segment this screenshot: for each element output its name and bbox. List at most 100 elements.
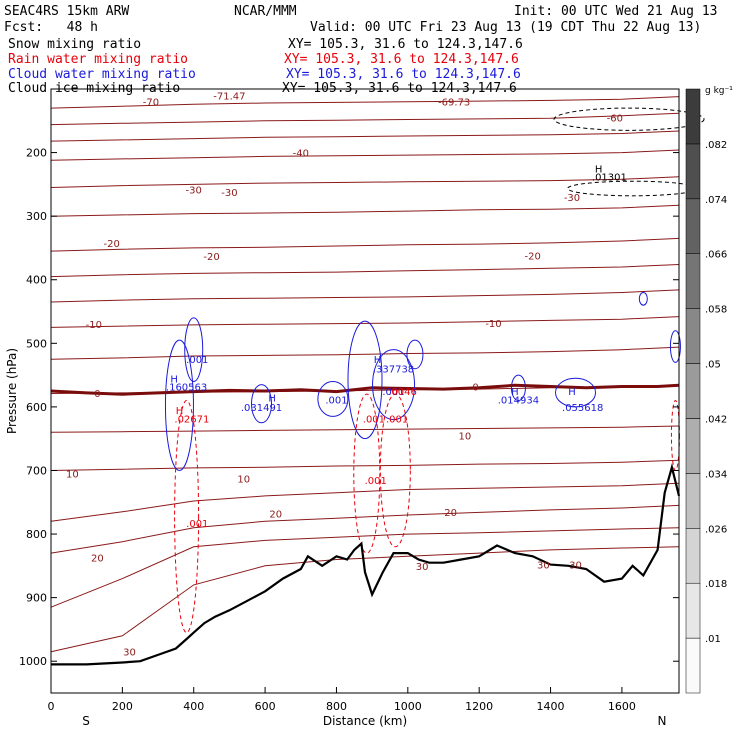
- isotherm-label: 20: [269, 510, 282, 521]
- x-axis-right-end: N: [658, 714, 667, 728]
- isotherm-label: -69.73: [438, 98, 470, 109]
- legend-cloud-water-xy: XY= 105.3, 31.6 to 124.3,147.6: [286, 67, 521, 82]
- cloud-water-label: .014934: [498, 395, 539, 406]
- isotherm-line: [50, 504, 680, 554]
- y-tick-label: 300: [26, 210, 47, 223]
- rain-water-label: .02671: [174, 414, 209, 425]
- colorbar-bin: [685, 143, 701, 200]
- isotherm-label: 0: [472, 383, 478, 394]
- colorbar-bin: [685, 637, 701, 694]
- isotherm-line: [50, 482, 680, 522]
- isotherm-label: 30: [416, 562, 429, 573]
- freezing-level-layer: [50, 383, 680, 396]
- x-tick-label: 1200: [465, 700, 493, 713]
- cloud-water-contour: [184, 317, 204, 382]
- valid-time: Valid: 00 UTC Fri 23 Aug 13 (19 CDT Thu …: [310, 20, 702, 35]
- cloud-ice-contour: [567, 180, 699, 197]
- model-name: SEAC4RS 15km ARW: [4, 4, 130, 19]
- y-tick-label: 800: [26, 528, 47, 541]
- isotherm-label: 30: [569, 561, 582, 572]
- isotherm-line: [50, 546, 680, 653]
- isotherm-label: 20: [444, 508, 457, 519]
- cloud-water-contour: [347, 320, 383, 440]
- isotherm-line: [50, 316, 680, 328]
- colorbar-unit: g kg⁻¹: [705, 86, 733, 96]
- y-tick-label: 500: [26, 337, 47, 350]
- isotherm-label: -20: [104, 239, 120, 250]
- isotherm-label: -71.47: [213, 91, 245, 102]
- rain-water-contour: [379, 393, 411, 548]
- isotherm-line: [50, 289, 680, 303]
- rain-water-label: .001: [365, 476, 387, 487]
- x-tick-label: 1000: [394, 700, 422, 713]
- cloud-water-label: H: [568, 387, 576, 398]
- isotherm-label: -30: [564, 193, 580, 204]
- isotherm-label: -40: [293, 149, 309, 160]
- isotherm-line: [50, 96, 680, 109]
- isotherm-label: -20: [203, 252, 219, 263]
- isotherm-label: -30: [186, 186, 202, 197]
- cloud-ice-label: H: [595, 165, 603, 176]
- x-tick-label: 800: [326, 700, 347, 713]
- rain-water-label: .001: [363, 414, 385, 425]
- colorbar-bin: [685, 198, 701, 254]
- x-tick-label: 400: [183, 700, 204, 713]
- isotherm-label: 20: [91, 554, 104, 565]
- cloud-water-label: .337738: [373, 365, 414, 376]
- cloud-water-label: .001: [186, 355, 208, 366]
- legend-snow-xy: XY= 105.3, 31.6 to 124.3,147.6: [288, 37, 523, 52]
- x-tick-label: 600: [255, 700, 276, 713]
- rain-water-contour: [174, 400, 200, 634]
- y-tick-label: 1000: [19, 655, 47, 668]
- isotherm-line: [50, 237, 680, 252]
- cloud-water-label: .031491: [241, 403, 282, 414]
- colorbar-tick-label: .074: [705, 195, 727, 206]
- isotherm-line: [50, 527, 680, 608]
- hydrometeor-contour-layer: [164, 107, 705, 634]
- terrain-line: [51, 463, 681, 666]
- isotherm-line: [50, 264, 680, 278]
- cloud-water-label: H: [268, 393, 276, 404]
- isotherm-label: 10: [459, 432, 472, 443]
- cloud-water-contour: [251, 384, 273, 424]
- y-tick-label: 600: [26, 401, 47, 414]
- forecast-hour: Fcst: 48 h: [4, 20, 98, 35]
- cloud-ice-contour: [553, 107, 705, 131]
- isotherm-line: [50, 112, 680, 126]
- colorbar-tick-label: .042: [705, 415, 727, 426]
- rain-water-label: .001: [186, 519, 208, 530]
- colorbar-tick-label: .034: [705, 469, 727, 480]
- rain-water-label: H: [176, 406, 184, 417]
- y-tick-label: 700: [26, 464, 47, 477]
- colorbar-tick-label: .082: [705, 140, 727, 151]
- isotherm-label: 30: [537, 561, 550, 572]
- isotherm-line: [50, 176, 680, 188]
- isotherm-line: [50, 346, 680, 360]
- colorbar-bin: [685, 88, 701, 145]
- colorbar-tick-label: .026: [705, 524, 727, 535]
- isotherm-line: [50, 425, 680, 433]
- legend-snow-label: Snow mixing ratio: [8, 37, 142, 52]
- rain-water-contour: [353, 393, 381, 554]
- rain-water-label: .0046: [388, 387, 417, 398]
- colorbar-bin: [685, 308, 701, 364]
- cloud-ice-label: .01301: [592, 173, 627, 184]
- terrain-layer: [51, 463, 681, 666]
- center-name: NCAR/MMM: [234, 4, 297, 19]
- cloud-water-contour: [510, 374, 526, 402]
- colorbar-bin: [685, 473, 701, 529]
- cloud-water-label: .055618: [562, 403, 603, 414]
- x-axis-title: Distance (km): [323, 714, 407, 728]
- cloud-water-label: .001: [325, 395, 347, 406]
- cloud-water-contour: [372, 349, 416, 421]
- cloud-water-label: .160563: [166, 383, 207, 394]
- isotherm-line: [50, 459, 680, 471]
- x-tick-label: 1400: [537, 700, 565, 713]
- cloud-water-label: H: [511, 387, 519, 398]
- colorbar-tick-label: .058: [705, 305, 727, 316]
- isotherm-line: [50, 204, 680, 217]
- cloud-water-label: H: [374, 355, 382, 366]
- isotherm-label: -20: [525, 252, 541, 263]
- colorbar-bin: [685, 253, 701, 309]
